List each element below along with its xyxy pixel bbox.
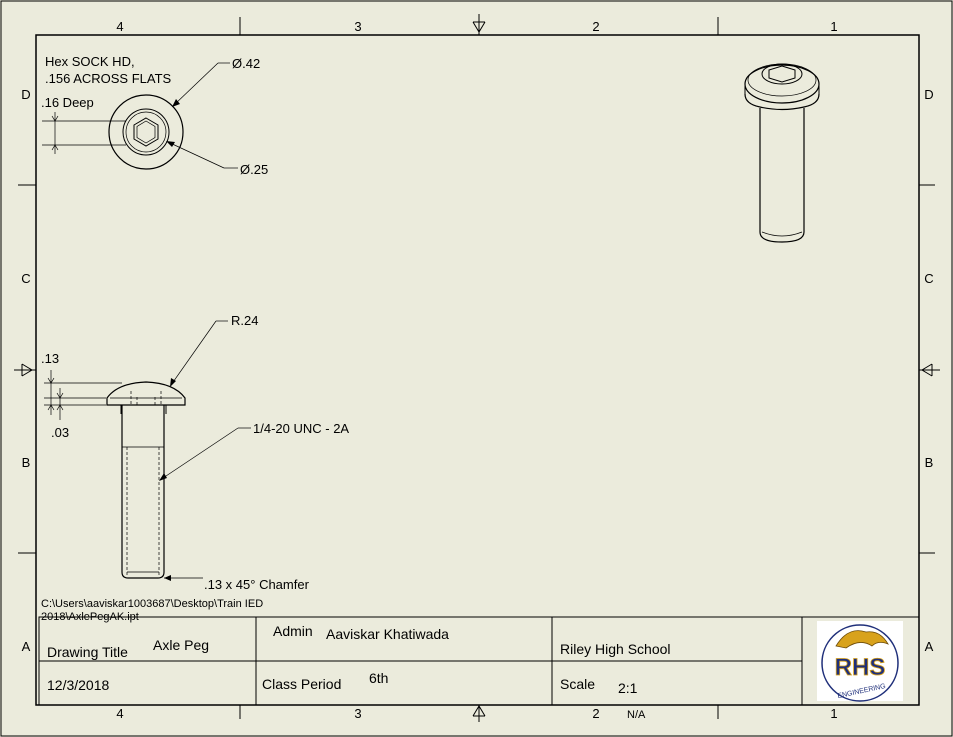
zone-col-4-bottom: 4 — [116, 706, 123, 721]
date-value: 12/3/2018 — [47, 677, 109, 693]
note-deep: .16 Deep — [41, 95, 94, 110]
leader-dia-inner — [166, 141, 238, 169]
dim-head-height — [44, 370, 122, 415]
note-chamfer: .13 x 45° Chamfer — [204, 577, 310, 592]
dim-flange — [44, 388, 106, 420]
depth-dimension — [42, 112, 126, 154]
admin-label: Admin — [273, 623, 313, 639]
class-period-value: 6th — [369, 670, 388, 686]
zone-row-d-left: D — [21, 87, 30, 102]
zone-col-1-bottom: 1 — [830, 706, 837, 721]
note-dia-outer: Ø.42 — [232, 56, 260, 71]
note-thread: 1/4-20 UNC - 2A — [253, 421, 349, 436]
admin-value: Aaviskar Khatiwada — [326, 626, 449, 642]
leader-radius — [170, 320, 228, 387]
iso-view — [744, 63, 820, 243]
drawing-title-label: Drawing Title — [47, 644, 128, 660]
zone-col-3-top: 3 — [354, 19, 361, 34]
note-hex-line2: .156 ACROSS FLATS — [45, 71, 172, 86]
leader-chamfer — [164, 575, 203, 581]
file-path-line1: C:\Users\aaviskar1003687\Desktop\Train I… — [41, 598, 263, 610]
note-dim-13: .13 — [41, 351, 59, 366]
note-dim-03: .03 — [51, 425, 69, 440]
zone-col-2-bottom: 2 — [592, 706, 599, 721]
note-hex-line1: Hex SOCK HD, — [45, 54, 135, 69]
top-view — [108, 94, 184, 170]
zone-row-c-left: C — [21, 271, 30, 286]
leader-thread — [159, 427, 251, 481]
zone-row-b-right: B — [925, 455, 934, 470]
class-period-label: Class Period — [262, 676, 341, 692]
school-name: Riley High School — [560, 641, 671, 657]
note-dia-inner: Ø.25 — [240, 162, 268, 177]
sheet-note: N/A — [627, 709, 646, 721]
zone-col-2-top: 2 — [592, 19, 599, 34]
zone-row-c-right: C — [924, 271, 933, 286]
scale-label: Scale — [560, 676, 595, 692]
zone-col-1-top: 1 — [830, 19, 837, 34]
zone-row-b-left: B — [22, 455, 31, 470]
zone-row-d-right: D — [924, 87, 933, 102]
zone-col-4-top: 4 — [116, 19, 123, 34]
zone-row-a-right: A — [925, 639, 934, 654]
zone-ticks — [18, 17, 935, 719]
rhs-engineering-logo: RHS ENGINEERING — [817, 621, 903, 702]
scale-value: 2:1 — [618, 680, 638, 696]
zone-row-a-left: A — [22, 639, 31, 654]
leader-dia-outer — [172, 62, 230, 107]
zone-col-3-bottom: 3 — [354, 706, 361, 721]
front-view — [106, 381, 186, 579]
title-block — [38, 616, 920, 706]
logo-text: RHS — [835, 654, 886, 681]
centering-marks — [14, 14, 940, 722]
drawing-title-value: Axle Peg — [153, 637, 209, 653]
note-radius: R.24 — [231, 313, 258, 328]
